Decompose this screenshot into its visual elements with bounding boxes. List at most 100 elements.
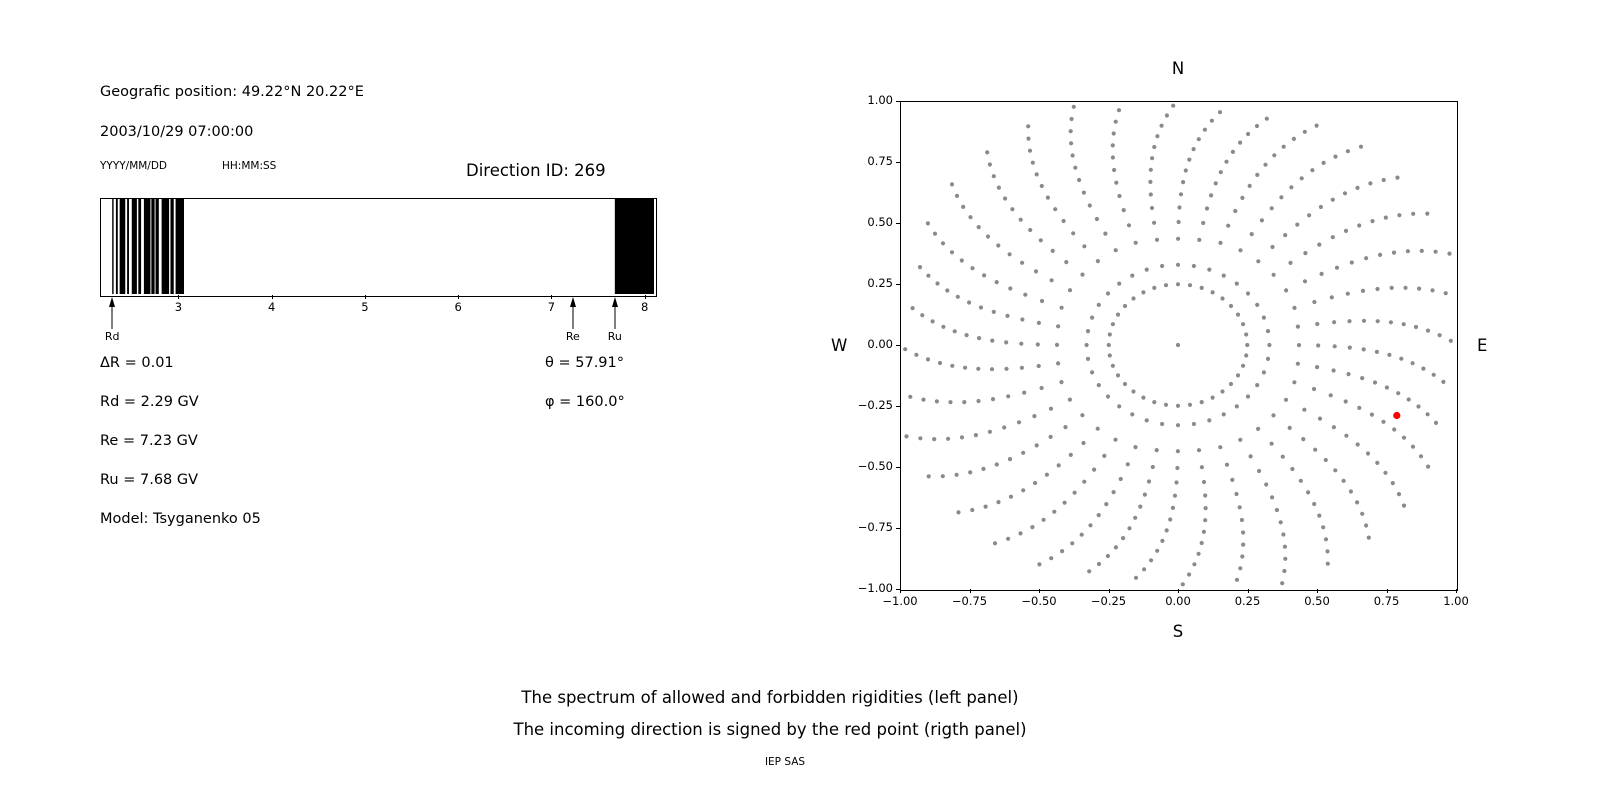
direction-dot — [1307, 213, 1312, 218]
direction-dot — [1330, 235, 1335, 240]
direction-dot — [1283, 397, 1289, 402]
direction-dot — [1152, 400, 1157, 405]
direction-dot — [1431, 372, 1436, 377]
direction-dot — [1019, 341, 1024, 346]
direction-dot — [1196, 448, 1202, 453]
direction-dot — [1154, 237, 1160, 242]
direction-dot — [1045, 195, 1050, 200]
forbidden-band — [161, 199, 170, 294]
direction-dot — [1084, 342, 1089, 348]
direction-dot — [1175, 342, 1181, 348]
direction-dot — [950, 363, 955, 368]
direction-dot — [1265, 329, 1271, 334]
scatter-y-tick-label: 0.75 — [867, 154, 893, 168]
direction-dot — [1187, 157, 1192, 162]
scatter-x-tick — [1386, 589, 1388, 593]
spectrum-x-tick — [644, 295, 646, 299]
direction-dot — [1202, 127, 1207, 132]
direction-dot — [1113, 545, 1118, 550]
direction-dot — [949, 250, 955, 255]
scatter-x-tick-label: −0.25 — [1090, 594, 1127, 608]
direction-dot — [1245, 394, 1251, 399]
direction-dot — [1096, 561, 1102, 567]
direction-dot — [1317, 242, 1322, 247]
direction-dot — [1105, 394, 1111, 399]
direction-dot — [1357, 223, 1362, 228]
direction-dot — [955, 294, 960, 299]
direction-dot — [1064, 260, 1069, 265]
direction-dot — [1176, 219, 1181, 225]
direction-dot — [964, 333, 969, 338]
direction-dot — [1148, 179, 1153, 184]
direction-dot — [1292, 380, 1297, 385]
direction-dot — [1010, 207, 1015, 212]
direction-dot — [1071, 104, 1076, 109]
direction-dot — [1234, 404, 1239, 409]
direction-dot — [1410, 361, 1415, 366]
direction-dot — [1221, 273, 1226, 278]
direction-dot — [1115, 312, 1121, 317]
direction-dot — [1150, 156, 1155, 161]
direction-dot — [1348, 489, 1353, 494]
direction-dot — [1263, 162, 1268, 167]
direction-dot — [1133, 575, 1139, 580]
direction-dot — [1383, 470, 1388, 475]
direction-dot — [1107, 332, 1112, 337]
scatter-y-tick — [896, 467, 900, 468]
direction-dot — [990, 397, 996, 402]
direction-dot — [1020, 260, 1025, 265]
direction-dot — [1112, 167, 1117, 173]
direction-dot — [1259, 218, 1264, 223]
direction-dot — [1315, 365, 1320, 370]
direction-dot — [1203, 518, 1208, 523]
direction-dot — [1234, 491, 1239, 497]
direction-dot — [1072, 490, 1077, 495]
direction-dot — [996, 500, 1001, 505]
direction-dot — [1022, 390, 1027, 395]
direction-dot — [1191, 147, 1196, 152]
direction-dot — [1087, 569, 1092, 574]
direction-dot — [1240, 195, 1245, 200]
direction-dot — [1244, 332, 1249, 337]
direction-dot — [1030, 160, 1035, 165]
direction-dot — [1332, 320, 1337, 325]
scatter-x-tick-label: −0.50 — [1021, 594, 1057, 608]
direction-dot — [1399, 356, 1404, 361]
direction-dot — [1021, 488, 1026, 493]
scatter-x-tick-label: 0.50 — [1304, 594, 1330, 608]
direction-dot — [1364, 523, 1369, 528]
direction-dot — [1218, 170, 1223, 175]
direction-dot — [1421, 366, 1426, 371]
direction-dot — [903, 347, 908, 352]
incoming-direction-plot — [900, 101, 1458, 591]
direction-dot — [1199, 540, 1204, 546]
direction-dot — [1374, 349, 1379, 354]
direction-dot — [985, 150, 990, 155]
caption-line2: The incoming direction is signed by the … — [513, 720, 1027, 739]
direction-dot — [1315, 321, 1320, 327]
direction-dot — [1325, 549, 1330, 554]
direction-dot — [1416, 404, 1421, 409]
direction-dot — [952, 329, 957, 334]
direction-dot — [1283, 556, 1288, 561]
direction-dot — [1028, 227, 1033, 233]
direction-dot — [1154, 448, 1159, 453]
direction-dot — [1039, 385, 1044, 391]
scatter-y-tick — [896, 284, 900, 285]
direction-scatter — [903, 103, 1453, 587]
direction-dot — [1056, 361, 1061, 366]
direction-dot — [991, 174, 996, 179]
direction-dot — [1036, 363, 1041, 369]
direction-dot — [1110, 143, 1115, 148]
direction-dot — [1121, 536, 1126, 541]
direction-dot — [970, 266, 975, 271]
direction-dot — [1384, 385, 1389, 390]
direction-dot — [1321, 160, 1326, 165]
direction-dot — [1197, 237, 1202, 242]
direction-dot — [1303, 251, 1308, 256]
direction-dot — [1375, 286, 1380, 292]
direction-dot — [1150, 464, 1155, 470]
direction-dot — [1270, 244, 1275, 250]
scatter-x-tick — [1317, 589, 1318, 593]
direction-dot — [1370, 219, 1375, 224]
